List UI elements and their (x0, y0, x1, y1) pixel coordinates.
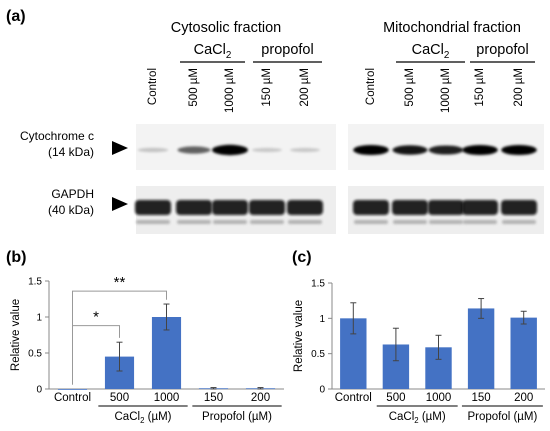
significance-marker: * (93, 309, 99, 326)
x-tick-label: 200 (251, 392, 270, 404)
cytochrome-c-band (289, 147, 321, 153)
lane-label: 1000 µM (224, 68, 236, 113)
x-tick-label: 500 (386, 392, 405, 404)
group-label: CaCl2 (µM) (115, 411, 172, 425)
lane-label: 150 µM (261, 68, 273, 107)
gapdh-band (249, 200, 285, 215)
x-tick-label: 500 (110, 392, 129, 404)
lane-label: Control (147, 68, 159, 105)
gapdh-band (287, 200, 323, 215)
group-label: CaCl2 (194, 42, 232, 61)
lane-label: 500 µM (404, 68, 416, 107)
row-label-name: Cytochrome c (20, 129, 94, 143)
lane-label: 500 µM (188, 68, 200, 107)
gapdh-band (212, 200, 248, 215)
y-axis-label: Relative value (10, 299, 22, 371)
gapdh-band (176, 200, 212, 215)
bar (510, 317, 537, 389)
significance-marker: ** (114, 274, 126, 291)
band-arrow-icon (112, 197, 128, 211)
group-label: CaCl2 (412, 42, 450, 61)
group-label: Propofol (µM) (467, 411, 537, 423)
y-tick-label: 0.5 (28, 349, 42, 360)
x-tick-label: 200 (514, 392, 533, 404)
lane-label: 1000 µM (440, 68, 452, 113)
bar-chart-c: 0 0.5 1 1.5 Relative value Control 500 1000 150 2… (293, 279, 545, 425)
group-label: CaCl2 (µM) (389, 411, 446, 425)
cytochrome-c-band (212, 144, 248, 156)
y-axis-label: Relative value (293, 300, 305, 372)
cytochrome-c-band (428, 145, 464, 155)
cytochrome-c-band (177, 146, 211, 154)
group-label: Propofol (µM) (202, 411, 272, 423)
lane-label: Control (365, 68, 377, 105)
x-tick-label: 1000 (154, 392, 180, 404)
panel-label-b: (b) (6, 249, 26, 266)
y-tick-label: 1.5 (28, 277, 42, 288)
y-tick-label: 1.5 (311, 279, 325, 290)
gapdh-faint-band (288, 220, 322, 224)
x-tick-label: 1000 (426, 392, 452, 404)
gapdh-band (135, 200, 171, 215)
row-label-size: (40 kDa) (48, 203, 94, 217)
fraction-title: Mitochondrial fraction (383, 20, 521, 36)
gapdh-band (501, 200, 537, 215)
cytochrome-c-band (392, 145, 428, 155)
y-tick-label: 0.5 (311, 349, 325, 360)
gapdh-band (428, 200, 464, 215)
lane-label: 150 µM (474, 68, 486, 107)
y-tick-label: 0 (319, 385, 325, 396)
western-blot: Cytosolic fraction CaCl2 propofol Control 50… (20, 20, 544, 234)
lane-label: 200 µM (513, 68, 525, 107)
gapdh-faint-band (136, 220, 170, 224)
gapdh-faint-band (393, 220, 427, 224)
y-tick-label: 0 (36, 385, 42, 396)
gapdh-faint-band (177, 220, 211, 224)
significance-bracket (72, 290, 167, 385)
x-tick-label: 150 (472, 392, 491, 404)
gapdh-band (353, 200, 389, 215)
gapdh-faint-band (213, 220, 247, 224)
panel-label-c: (c) (292, 249, 312, 266)
x-tick-label: 150 (204, 392, 223, 404)
cytochrome-c-band (137, 147, 169, 153)
gapdh-faint-band (250, 220, 284, 224)
group-label: propofol (476, 42, 528, 58)
lane-label: 200 µM (299, 68, 311, 107)
y-tick-label: 1 (319, 314, 325, 325)
x-tick-label: Control (335, 392, 372, 404)
group-label: propofol (261, 42, 313, 58)
cytochrome-c-band (353, 144, 389, 156)
x-tick-label: Control (54, 392, 91, 404)
bar (467, 308, 495, 389)
gapdh-faint-band (502, 220, 536, 224)
row-label-size: (14 kDa) (48, 145, 94, 159)
gapdh-band (392, 200, 428, 215)
panel-label-a: (a) (6, 8, 26, 25)
row-label-name: GAPDH (51, 187, 94, 201)
bar-chart-b: 0 0.5 1 1.5 Relative value Control 500 1000 150 2… (10, 274, 284, 425)
cytochrome-c-band (251, 147, 283, 153)
bar (57, 389, 88, 390)
band-arrow-icon (112, 141, 128, 155)
fraction-title: Cytosolic fraction (171, 20, 281, 36)
cytochrome-c-band (501, 144, 537, 156)
gapdh-faint-band (354, 220, 388, 224)
gapdh-faint-band (429, 220, 463, 224)
cytochrome-c-band (462, 144, 498, 156)
gapdh-faint-band (463, 220, 497, 224)
y-tick-label: 1 (36, 313, 42, 324)
gapdh-band (462, 200, 498, 215)
